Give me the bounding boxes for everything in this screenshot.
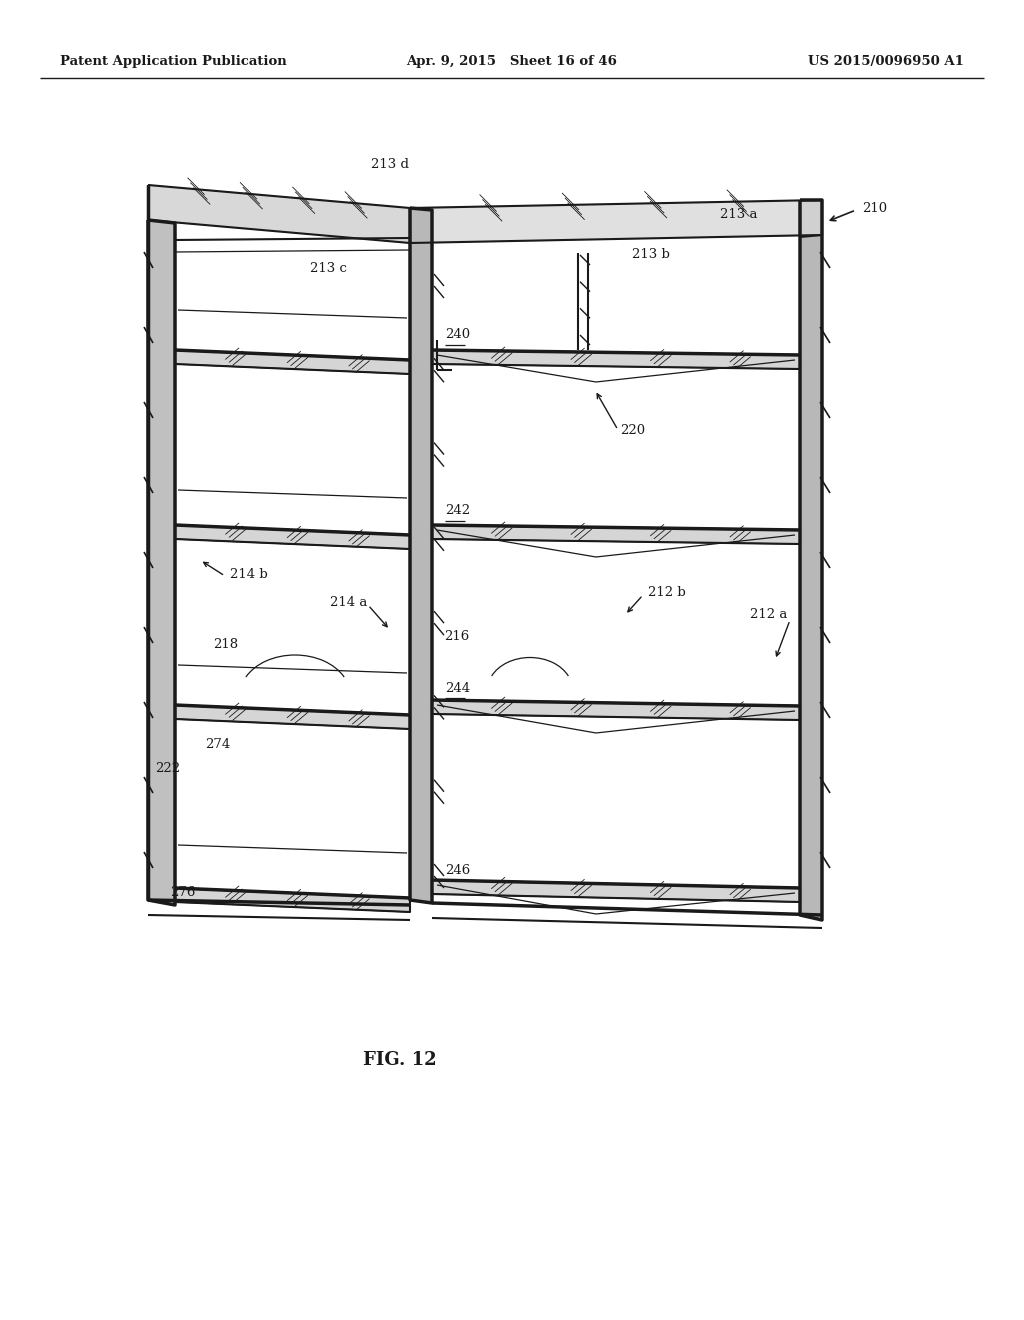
Polygon shape — [175, 888, 410, 912]
Polygon shape — [175, 705, 410, 729]
Polygon shape — [432, 880, 800, 902]
Text: Patent Application Publication: Patent Application Publication — [60, 55, 287, 69]
Text: 212 a: 212 a — [750, 609, 787, 622]
Text: Apr. 9, 2015   Sheet 16 of 46: Apr. 9, 2015 Sheet 16 of 46 — [407, 55, 617, 69]
Polygon shape — [800, 201, 822, 238]
Text: US 2015/0096950 A1: US 2015/0096950 A1 — [808, 55, 964, 69]
Text: 210: 210 — [862, 202, 887, 214]
Text: 213 c: 213 c — [310, 261, 347, 275]
Text: 222: 222 — [155, 762, 180, 775]
Text: 214 a: 214 a — [330, 597, 368, 610]
Polygon shape — [175, 525, 410, 549]
Polygon shape — [175, 350, 410, 374]
Polygon shape — [148, 220, 175, 906]
Text: 244: 244 — [445, 681, 470, 694]
Polygon shape — [432, 350, 800, 370]
Text: 246: 246 — [445, 863, 470, 876]
Text: 276: 276 — [170, 886, 196, 899]
Text: 274: 274 — [205, 738, 230, 751]
Text: FIG. 12: FIG. 12 — [364, 1051, 437, 1069]
Text: 220: 220 — [620, 424, 645, 437]
Text: 213 b: 213 b — [632, 248, 670, 261]
Polygon shape — [432, 525, 800, 544]
Polygon shape — [432, 700, 800, 719]
Polygon shape — [148, 185, 410, 243]
Text: 218: 218 — [213, 639, 239, 652]
Text: 242: 242 — [445, 504, 470, 517]
Polygon shape — [410, 209, 432, 903]
Text: 213 a: 213 a — [720, 209, 758, 222]
Text: 213 d: 213 d — [371, 158, 409, 172]
Text: 216: 216 — [444, 631, 469, 644]
Polygon shape — [410, 201, 822, 243]
Polygon shape — [800, 201, 822, 920]
Text: 214 b: 214 b — [230, 569, 267, 582]
Text: 212 b: 212 b — [648, 586, 686, 599]
Text: 240: 240 — [445, 329, 470, 342]
